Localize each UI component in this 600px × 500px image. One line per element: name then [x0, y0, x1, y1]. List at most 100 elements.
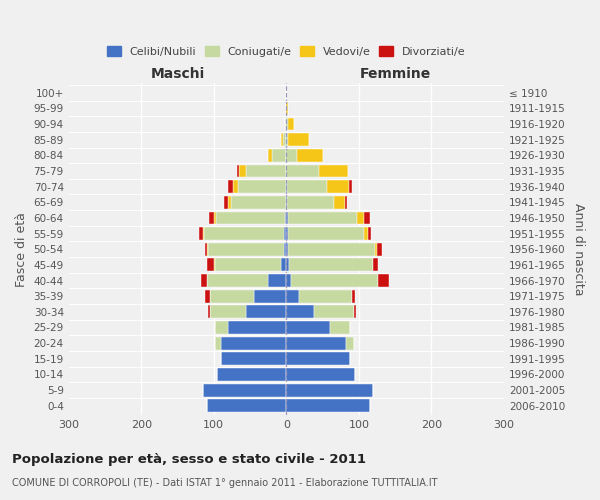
Bar	[287, 196, 334, 208]
Bar	[286, 164, 319, 177]
Bar	[289, 258, 373, 272]
Bar	[221, 336, 286, 349]
Bar	[238, 180, 286, 193]
Bar	[286, 352, 350, 365]
Bar	[283, 134, 286, 146]
Bar	[319, 164, 348, 177]
Bar	[327, 180, 349, 193]
Bar	[286, 336, 346, 349]
Bar	[286, 196, 287, 208]
Bar	[285, 118, 286, 130]
Bar	[314, 306, 354, 318]
Bar	[205, 243, 207, 256]
Bar	[199, 227, 203, 240]
Bar	[217, 368, 286, 381]
Y-axis label: Fasce di età: Fasce di età	[15, 212, 28, 286]
Bar	[286, 227, 288, 240]
Bar	[205, 227, 284, 240]
Bar	[237, 164, 239, 177]
Bar	[286, 243, 288, 256]
Bar	[247, 306, 286, 318]
Bar	[228, 321, 286, 334]
Bar	[268, 149, 272, 162]
Bar	[239, 164, 247, 177]
Bar	[299, 290, 352, 302]
Bar	[207, 258, 214, 272]
Bar	[288, 212, 356, 224]
Bar	[297, 149, 323, 162]
Bar	[288, 118, 293, 130]
Bar	[286, 118, 288, 130]
Bar	[286, 212, 288, 224]
Bar	[288, 243, 375, 256]
Bar	[286, 368, 355, 381]
Bar	[233, 180, 238, 193]
Bar	[373, 258, 379, 272]
Bar	[254, 290, 286, 302]
Text: Maschi: Maschi	[151, 67, 205, 81]
Bar	[286, 180, 287, 193]
Bar	[208, 306, 210, 318]
Bar	[205, 290, 210, 302]
Bar	[364, 212, 370, 224]
Bar	[334, 196, 345, 208]
Bar	[354, 306, 356, 318]
Bar	[203, 227, 205, 240]
Bar	[215, 258, 281, 272]
Bar	[286, 258, 289, 272]
Bar	[215, 321, 228, 334]
Bar	[227, 196, 231, 208]
Bar	[284, 243, 286, 256]
Bar	[231, 196, 286, 208]
Bar	[203, 384, 286, 396]
Bar	[378, 274, 389, 287]
Bar	[286, 274, 290, 287]
Bar	[286, 384, 373, 396]
Bar	[285, 212, 286, 224]
Bar	[377, 243, 382, 256]
Bar	[207, 243, 208, 256]
Bar	[210, 290, 254, 302]
Bar	[345, 196, 347, 208]
Bar	[375, 243, 377, 256]
Bar	[286, 102, 288, 115]
Bar	[210, 306, 247, 318]
Bar	[224, 196, 227, 208]
Bar	[214, 258, 215, 272]
Bar	[286, 321, 330, 334]
Bar	[356, 212, 364, 224]
Bar	[281, 134, 283, 146]
Bar	[247, 164, 286, 177]
Bar	[287, 180, 327, 193]
Bar	[281, 258, 286, 272]
Text: Popolazione per età, sesso e stato civile - 2011: Popolazione per età, sesso e stato civil…	[12, 452, 366, 466]
Legend: Celibi/Nubili, Coniugati/e, Vedovi/e, Divorziati/e: Celibi/Nubili, Coniugati/e, Vedovi/e, Di…	[104, 42, 469, 60]
Bar	[349, 180, 352, 193]
Bar	[208, 243, 284, 256]
Bar	[364, 227, 368, 240]
Bar	[209, 212, 214, 224]
Bar	[330, 321, 350, 334]
Bar	[290, 274, 378, 287]
Bar	[216, 212, 285, 224]
Bar	[201, 274, 206, 287]
Text: COMUNE DI CORROPOLI (TE) - Dati ISTAT 1° gennaio 2011 - Elaborazione TUTTITALIA.: COMUNE DI CORROPOLI (TE) - Dati ISTAT 1°…	[12, 478, 437, 488]
Bar	[286, 149, 297, 162]
Bar	[221, 352, 286, 365]
Bar	[286, 134, 289, 146]
Bar	[289, 134, 309, 146]
Bar	[346, 336, 355, 349]
Bar	[352, 290, 355, 302]
Bar	[286, 290, 299, 302]
Bar	[368, 227, 371, 240]
Text: Femmine: Femmine	[359, 67, 431, 81]
Bar	[206, 274, 268, 287]
Bar	[286, 306, 314, 318]
Bar	[215, 336, 221, 349]
Bar	[272, 149, 286, 162]
Bar	[268, 274, 286, 287]
Bar	[284, 227, 286, 240]
Bar	[228, 180, 233, 193]
Bar	[214, 212, 216, 224]
Bar	[286, 400, 370, 412]
